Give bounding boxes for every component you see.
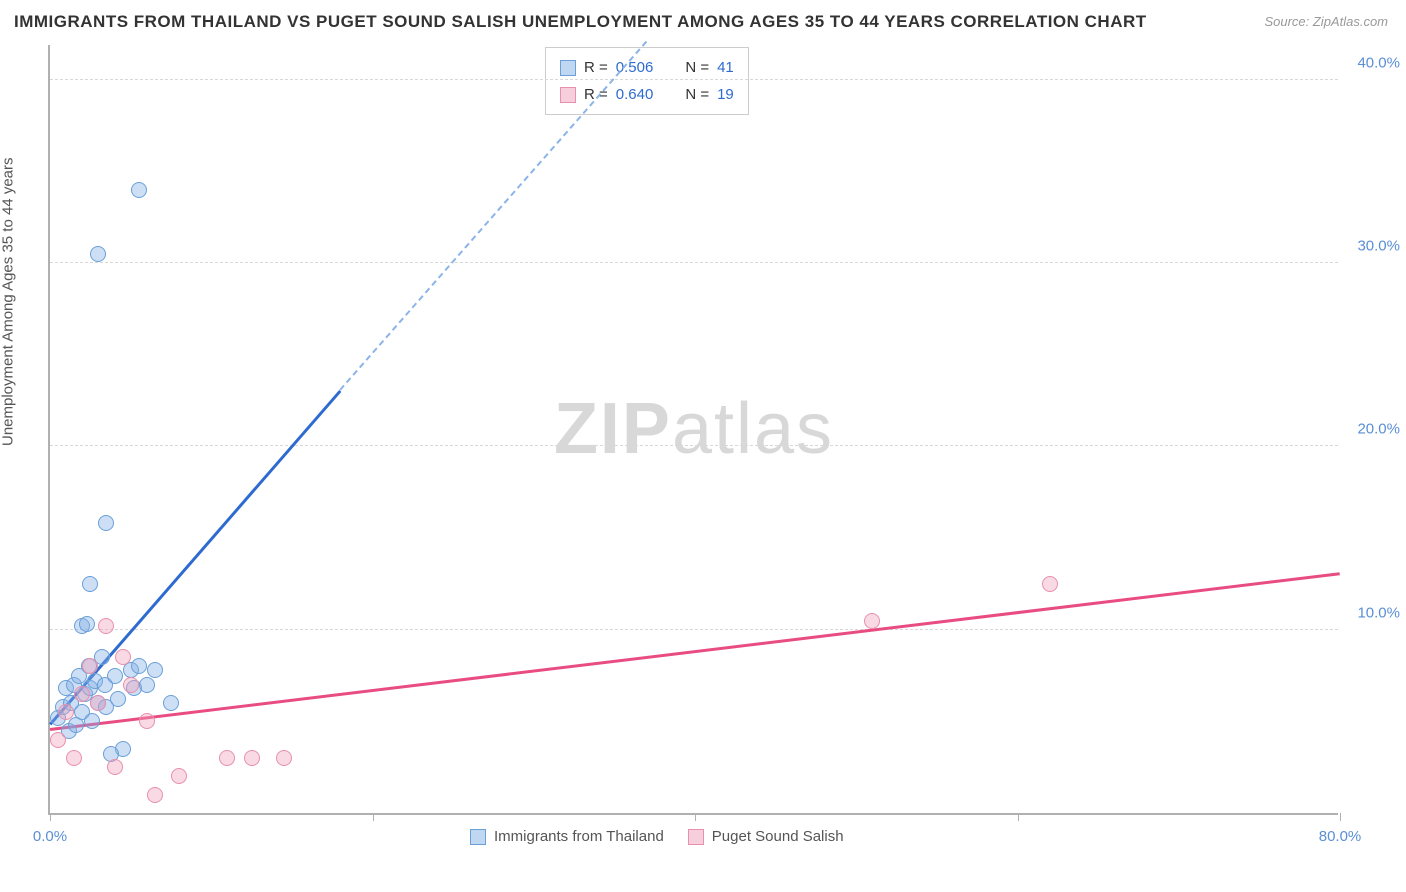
scatter-point xyxy=(276,750,292,766)
watermark: ZIPatlas xyxy=(554,388,834,470)
legend-swatch xyxy=(470,829,486,845)
y-tick-label: 20.0% xyxy=(1357,421,1400,438)
scatter-point xyxy=(58,704,74,720)
r-value: 0.640 xyxy=(616,81,654,108)
scatter-point xyxy=(82,576,98,592)
n-value: 41 xyxy=(717,54,734,81)
scatter-point xyxy=(115,649,131,665)
x-tick xyxy=(373,813,374,821)
scatter-point xyxy=(82,658,98,674)
scatter-point xyxy=(139,713,155,729)
scatter-point xyxy=(171,768,187,784)
chart-container: IMMIGRANTS FROM THAILAND VS PUGET SOUND … xyxy=(0,0,1406,892)
x-tick xyxy=(1018,813,1019,821)
legend-stat-row: R = 0.506N = 41 xyxy=(560,54,734,81)
x-tick xyxy=(1340,813,1341,821)
scatter-point xyxy=(147,662,163,678)
scatter-point xyxy=(74,686,90,702)
scatter-point xyxy=(90,246,106,262)
y-tick-label: 40.0% xyxy=(1357,54,1400,71)
scatter-point xyxy=(864,613,880,629)
scatter-point xyxy=(79,616,95,632)
chart-title: IMMIGRANTS FROM THAILAND VS PUGET SOUND … xyxy=(14,12,1147,32)
scatter-point xyxy=(244,750,260,766)
x-tick-label: 0.0% xyxy=(33,828,67,845)
scatter-point xyxy=(131,182,147,198)
x-tick xyxy=(695,813,696,821)
legend-series-label: Immigrants from Thailand xyxy=(494,828,664,845)
y-axis-label: Unemployment Among Ages 35 to 44 years xyxy=(0,157,17,446)
scatter-point xyxy=(139,677,155,693)
scatter-point xyxy=(66,750,82,766)
n-label: N = xyxy=(685,54,709,81)
plot-area: ZIPatlas R = 0.506N = 41R = 0.640N = 19 … xyxy=(48,45,1338,815)
scatter-point xyxy=(84,713,100,729)
x-tick xyxy=(50,813,51,821)
scatter-point xyxy=(110,691,126,707)
gridline xyxy=(50,262,1338,263)
legend-series-item: Puget Sound Salish xyxy=(688,828,844,845)
scatter-point xyxy=(131,658,147,674)
trendline-thailand-extrapolated xyxy=(339,41,647,391)
scatter-point xyxy=(107,759,123,775)
gridline xyxy=(50,445,1338,446)
scatter-point xyxy=(50,732,66,748)
legend-swatch xyxy=(560,87,576,103)
legend-swatch xyxy=(688,829,704,845)
scatter-point xyxy=(98,515,114,531)
scatter-point xyxy=(163,695,179,711)
scatter-point xyxy=(123,677,139,693)
n-label: N = xyxy=(685,81,709,108)
stats-legend: R = 0.506N = 41R = 0.640 N = 19 xyxy=(545,47,749,115)
series-legend: Immigrants from Thailand Puget Sound Sali… xyxy=(470,828,844,845)
y-tick-label: 30.0% xyxy=(1357,238,1400,255)
scatter-point xyxy=(98,618,114,634)
source-attribution: Source: ZipAtlas.com xyxy=(1264,14,1388,29)
r-label: R = xyxy=(584,54,608,81)
n-value: 19 xyxy=(717,81,734,108)
scatter-point xyxy=(107,668,123,684)
legend-swatch xyxy=(560,60,576,76)
trendline-salish xyxy=(50,572,1340,730)
gridline xyxy=(50,629,1338,630)
gridline xyxy=(50,79,1338,80)
scatter-point xyxy=(1042,576,1058,592)
scatter-point xyxy=(90,695,106,711)
scatter-point xyxy=(219,750,235,766)
legend-stat-row: R = 0.640 N = 19 xyxy=(560,81,734,108)
legend-series-label: Puget Sound Salish xyxy=(712,828,844,845)
r-label: R = xyxy=(584,81,608,108)
x-tick-label: 80.0% xyxy=(1319,828,1362,845)
y-tick-label: 10.0% xyxy=(1357,604,1400,621)
scatter-point xyxy=(147,787,163,803)
legend-series-item: Immigrants from Thailand xyxy=(470,828,664,845)
